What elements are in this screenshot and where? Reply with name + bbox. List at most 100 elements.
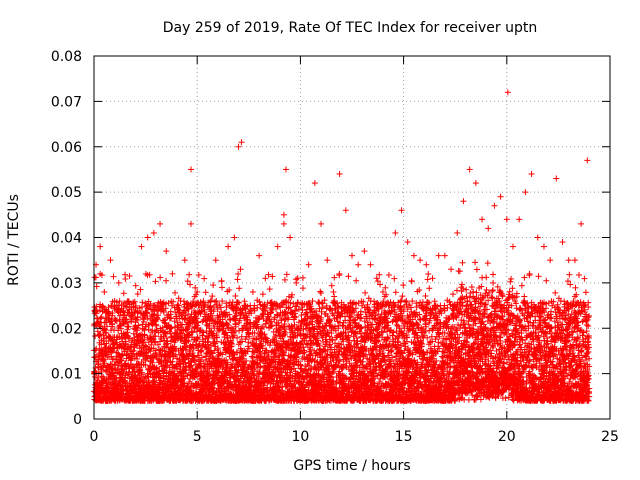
data-point	[98, 272, 105, 279]
data-point	[584, 157, 591, 164]
data-points	[91, 89, 593, 404]
data-point	[249, 288, 256, 295]
data-point	[238, 139, 245, 146]
data-point	[98, 373, 105, 380]
data-point	[331, 293, 338, 300]
data-point	[504, 89, 511, 96]
data-point	[281, 276, 288, 283]
data-point	[241, 298, 248, 305]
data-point	[101, 360, 108, 367]
data-point	[245, 339, 252, 346]
data-point	[132, 282, 139, 289]
data-point	[172, 289, 179, 296]
data-point	[299, 285, 306, 292]
data-point	[493, 347, 500, 354]
data-point	[202, 289, 209, 296]
data-point	[345, 273, 352, 280]
data-point	[234, 334, 241, 341]
data-point	[528, 170, 535, 177]
data-point	[318, 220, 325, 227]
data-point	[108, 302, 115, 309]
data-point	[169, 270, 176, 277]
data-point	[472, 180, 479, 187]
data-point	[262, 275, 269, 282]
data-point	[195, 271, 202, 278]
data-point	[578, 220, 585, 227]
data-point	[324, 257, 331, 264]
data-point	[287, 234, 294, 241]
data-point	[565, 257, 572, 264]
data-point	[305, 261, 312, 268]
data-point	[417, 257, 424, 264]
data-point	[435, 252, 442, 259]
data-point	[186, 271, 193, 278]
data-point	[547, 257, 554, 264]
data-point	[311, 180, 318, 187]
data-point	[466, 166, 473, 173]
data-point	[299, 307, 306, 314]
data-point	[181, 257, 188, 264]
data-point	[319, 304, 326, 311]
data-point	[509, 243, 516, 250]
data-point	[122, 275, 129, 282]
data-point	[448, 266, 455, 273]
data-point	[235, 143, 242, 150]
data-point	[157, 220, 164, 227]
data-point	[534, 234, 541, 241]
data-point	[218, 277, 225, 284]
data-point	[571, 257, 578, 264]
data-point	[274, 243, 281, 250]
data-point	[126, 272, 133, 279]
data-point	[234, 276, 241, 283]
data-point	[280, 211, 287, 218]
data-point	[212, 257, 219, 264]
data-point	[266, 286, 273, 293]
data-point	[342, 207, 349, 214]
data-point	[454, 229, 461, 236]
data-point	[93, 308, 100, 315]
data-point	[553, 175, 560, 182]
data-point	[256, 252, 263, 259]
data-point	[139, 299, 146, 306]
data-point	[152, 278, 159, 285]
data-point	[92, 347, 99, 354]
data-point	[349, 252, 355, 259]
grid-lines	[94, 56, 610, 419]
data-point	[120, 290, 127, 297]
data-point	[373, 275, 380, 282]
data-point	[231, 234, 238, 241]
data-point	[516, 216, 523, 223]
data-point	[429, 275, 436, 282]
data-point	[144, 234, 151, 241]
data-point	[404, 239, 411, 246]
data-point	[392, 229, 399, 236]
data-point	[201, 275, 208, 282]
data-point	[98, 314, 105, 321]
data-point	[398, 207, 405, 214]
data-point	[491, 202, 498, 209]
data-point	[94, 328, 101, 335]
data-point	[479, 216, 486, 223]
data-point	[101, 288, 108, 295]
data-point	[137, 286, 144, 293]
data-point	[317, 288, 324, 295]
data-point	[485, 225, 492, 232]
data-point	[157, 274, 164, 281]
data-point	[163, 248, 170, 255]
chart-title: Day 259 of 2019, Rate Of TEC Index for r…	[163, 20, 538, 36]
data-point	[99, 302, 106, 309]
data-point	[188, 166, 195, 173]
data-point	[203, 321, 210, 328]
data-point	[218, 284, 225, 291]
data-point	[423, 261, 430, 268]
data-point	[355, 261, 362, 268]
data-point	[209, 293, 216, 300]
data-point	[497, 193, 504, 200]
data-point	[98, 366, 105, 373]
data-point	[232, 292, 239, 299]
data-point	[103, 323, 110, 330]
data-point	[97, 331, 104, 338]
data-point	[163, 277, 170, 284]
data-point	[93, 283, 100, 290]
